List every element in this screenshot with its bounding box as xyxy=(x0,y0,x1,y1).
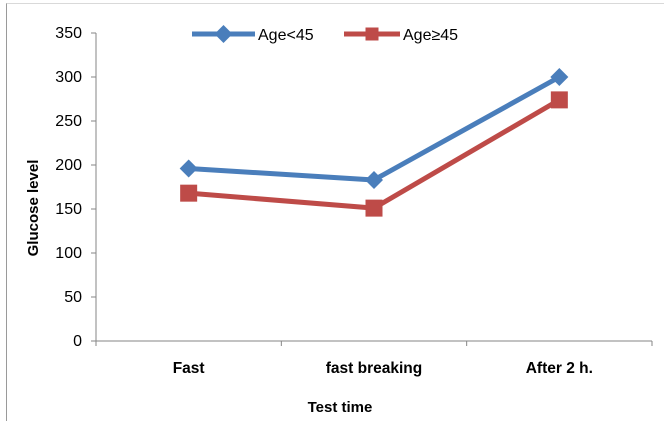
data-point-marker xyxy=(365,199,383,217)
data-point-marker xyxy=(179,159,198,178)
data-point-marker xyxy=(550,91,568,109)
y-tick-label: 350 xyxy=(55,25,82,42)
legend-label: Age<45 xyxy=(258,27,314,44)
legend-label: Age≥45 xyxy=(403,27,458,44)
y-tick-label: 100 xyxy=(55,245,82,262)
y-tick-label: 50 xyxy=(64,289,82,306)
data-point-marker xyxy=(550,68,569,86)
y-tick-label: 250 xyxy=(55,113,82,130)
x-tick-label: fast breaking xyxy=(326,360,422,377)
y-tick-label: 200 xyxy=(55,157,82,174)
x-tick-label: After 2 h. xyxy=(526,360,593,377)
series-layer xyxy=(179,68,569,217)
legend-marker xyxy=(214,25,233,43)
chart-frame xyxy=(6,3,664,421)
legend: Age<45 Age≥45 xyxy=(192,25,458,44)
y-tick-label: 150 xyxy=(55,201,82,218)
legend-marker xyxy=(365,27,379,41)
y-tick-label: 0 xyxy=(73,333,82,350)
data-point-marker xyxy=(365,170,383,189)
data-point-marker xyxy=(180,184,198,202)
legend-item: Age≥45 xyxy=(344,27,458,44)
series-age-under-45 xyxy=(179,68,569,189)
series-line xyxy=(188,74,561,183)
y-tick-label: 300 xyxy=(55,69,82,86)
x-tick-label: Fast xyxy=(173,360,205,377)
series-line xyxy=(188,97,561,211)
x-axis-title: Test time xyxy=(308,399,373,416)
series-age-45-plus xyxy=(180,91,568,217)
axes: 0 50 100 150 200 250 300 350 Fast fast breaking Af… xyxy=(55,25,653,377)
y-axis-title: Glucose level xyxy=(25,160,42,257)
legend-item: Age<45 xyxy=(192,25,314,44)
